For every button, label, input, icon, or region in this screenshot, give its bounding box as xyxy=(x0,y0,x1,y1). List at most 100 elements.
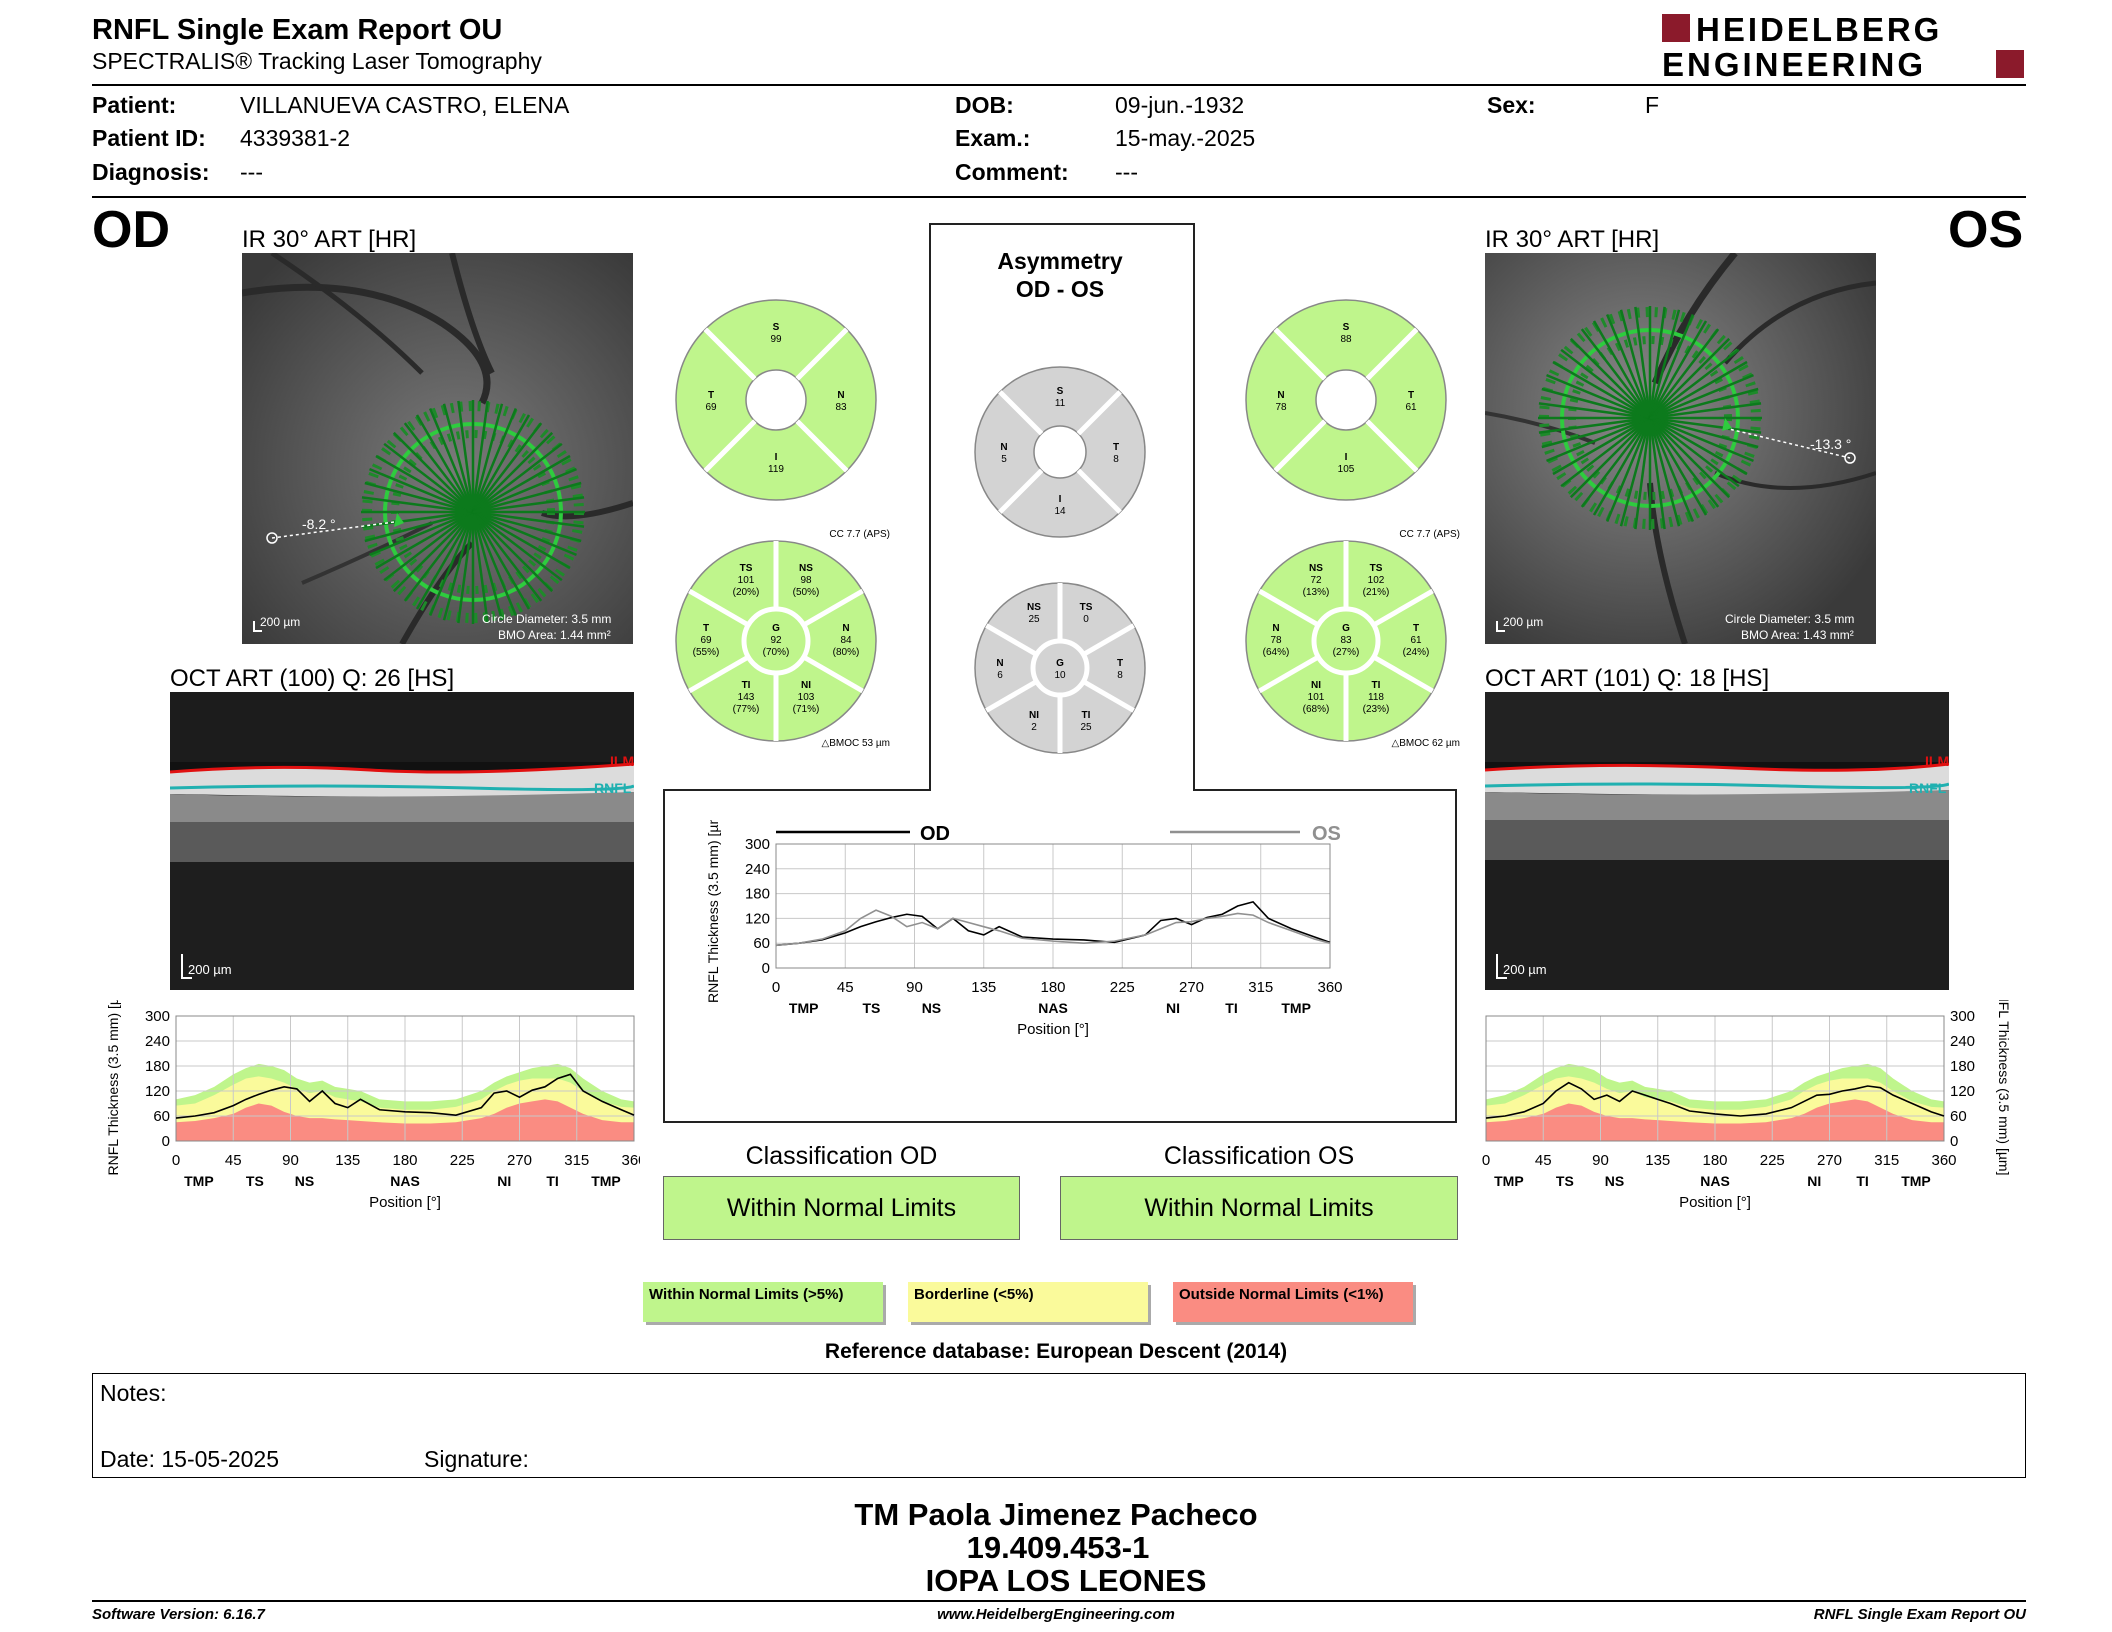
sector-label: TMP xyxy=(184,1173,214,1189)
y-tick-label: 120 xyxy=(1950,1083,1975,1100)
exam-value: 15-may.-2025 xyxy=(1115,125,1256,151)
y-tick-label: 60 xyxy=(153,1108,170,1125)
y-tick-label: 60 xyxy=(1950,1108,1967,1125)
svg-text:I: I xyxy=(1345,452,1348,463)
legend-os-label: OS xyxy=(1312,823,1341,845)
svg-text:69: 69 xyxy=(700,635,712,646)
od-oct-title: OCT ART (100) Q: 26 [HS] xyxy=(170,665,455,692)
svg-text:N: N xyxy=(1000,442,1007,453)
y-tick-label: 120 xyxy=(145,1083,170,1100)
sex-value: F xyxy=(1645,92,1660,118)
plot-frame xyxy=(1485,1015,1945,1142)
svg-text:(68%): (68%) xyxy=(1303,704,1330,715)
comment-label: Comment: xyxy=(955,159,1069,185)
svg-text:S: S xyxy=(1057,386,1064,397)
reference-database: Reference database: European Descent (20… xyxy=(824,1340,1288,1363)
plot-frame xyxy=(175,1015,635,1142)
svg-text:G: G xyxy=(1342,623,1350,634)
svg-text:TI: TI xyxy=(1082,710,1091,721)
x-tick-label: 180 xyxy=(392,1152,417,1169)
report-title: RNFL Single Exam Report OU xyxy=(92,14,503,46)
svg-text:NS: NS xyxy=(1309,563,1323,574)
svg-text:S: S xyxy=(773,322,780,333)
svg-text:T: T xyxy=(1113,442,1119,453)
x-tick-label: 180 xyxy=(1702,1152,1727,1169)
svg-text:(80%): (80%) xyxy=(833,647,860,658)
svg-text:10: 10 xyxy=(1054,670,1066,681)
y-tick-label: 0 xyxy=(762,960,770,977)
os-ir-title: IR 30° ART [HR] xyxy=(1485,226,1660,253)
svg-text:(55%): (55%) xyxy=(693,647,720,658)
svg-text:NI: NI xyxy=(1311,680,1321,691)
svg-text:TI: TI xyxy=(742,680,751,691)
sector-label: NS xyxy=(922,1000,941,1016)
x-tick-label: 45 xyxy=(837,979,854,996)
sector-label: TMP xyxy=(1281,1000,1311,1016)
svg-text:5: 5 xyxy=(1001,454,1007,465)
svg-text:(77%): (77%) xyxy=(733,704,760,715)
svg-text:102: 102 xyxy=(1368,575,1385,586)
svg-text:(27%): (27%) xyxy=(1333,647,1360,658)
svg-text:T: T xyxy=(1408,390,1414,401)
od-oct-image: ILM RNFL 200 µm xyxy=(170,692,634,990)
heidelberg-logo: HEIDELBERG ENGINEERING xyxy=(1660,11,2026,83)
svg-text:T: T xyxy=(1117,658,1123,669)
y-tick-label: 60 xyxy=(753,935,770,952)
patient-id: 4339381-2 xyxy=(240,125,350,151)
os-rnfl-label: RNFL xyxy=(1909,780,1947,796)
od-rnfl-label: RNFL xyxy=(594,780,632,796)
x-axis-label: Position [°] xyxy=(1017,1021,1089,1038)
x-tick-label: 45 xyxy=(1535,1152,1552,1169)
od-fundus-image: -8.2 ° Circle Diameter: 3.5 mm BMO Area:… xyxy=(242,253,633,644)
svg-text:(50%): (50%) xyxy=(793,587,820,598)
y-tick-label: 0 xyxy=(1950,1133,1958,1150)
x-tick-label: 0 xyxy=(1482,1152,1490,1169)
svg-text:(70%): (70%) xyxy=(763,647,790,658)
signer-institution: IOPA LOS LEONES xyxy=(925,1563,1207,1598)
y-tick-label: 180 xyxy=(1950,1058,1975,1075)
signer-rut: 19.409.453-1 xyxy=(966,1530,1150,1565)
os-ilm-label: ILM xyxy=(1925,753,1949,769)
sector-label: TI xyxy=(1225,1000,1237,1016)
svg-text:99: 99 xyxy=(770,334,782,345)
dob-value: 09-jun.-1932 xyxy=(1115,92,1245,118)
svg-text:T: T xyxy=(708,390,714,401)
od-eye-label: OD xyxy=(92,201,170,259)
svg-text:(23%): (23%) xyxy=(1363,704,1390,715)
svg-text:G: G xyxy=(772,623,780,634)
y-tick-label: 300 xyxy=(1950,1008,1975,1025)
sector-label: TI xyxy=(1856,1173,1868,1189)
sector-label: TMP xyxy=(789,1000,819,1016)
svg-text:103: 103 xyxy=(798,692,815,703)
y-axis-label: RNFL Thickness (3.5 mm) [µm] xyxy=(1996,1000,2012,1175)
notes-box[interactable]: Notes: Date: 15-05-2025 Signature: xyxy=(92,1373,2026,1478)
x-tick-label: 225 xyxy=(450,1152,475,1169)
svg-text:(21%): (21%) xyxy=(1363,587,1390,598)
od-bmo-label: △BMOC 53 µm xyxy=(822,738,890,749)
svg-text:I: I xyxy=(1059,494,1062,505)
x-tick-label: 90 xyxy=(1592,1152,1609,1169)
svg-text:118: 118 xyxy=(1368,692,1384,703)
svg-text:84: 84 xyxy=(840,635,852,646)
legend-wnl: Within Normal Limits (>5%) xyxy=(643,1282,883,1322)
logo-bottom-text: ENGINEERING xyxy=(1662,46,1926,80)
od-oct-scale: 200 µm xyxy=(188,962,232,977)
dob-label: DOB: xyxy=(955,92,1014,118)
svg-text:88: 88 xyxy=(1340,334,1352,345)
footer-website[interactable]: www.HeidelbergEngineering.com xyxy=(937,1606,1175,1623)
svg-text:92: 92 xyxy=(770,635,782,646)
sector-label: NAS xyxy=(1700,1173,1730,1189)
svg-text:N: N xyxy=(1272,623,1279,634)
x-tick-label: 315 xyxy=(1248,979,1273,996)
od-classification-result: Within Normal Limits xyxy=(663,1176,1020,1240)
y-tick-label: 0 xyxy=(162,1133,170,1150)
svg-text:78: 78 xyxy=(1275,402,1287,413)
signer-name: TM Paola Jimenez Pacheco xyxy=(854,1497,1258,1532)
os-oct-title: OCT ART (101) Q: 18 [HS] xyxy=(1485,665,1770,692)
os-fundus-image: -13.3 ° Circle Diameter: 3.5 mm BMO Area… xyxy=(1485,253,1876,644)
svg-text:(64%): (64%) xyxy=(1263,647,1290,658)
os-classification-result: Within Normal Limits xyxy=(1060,1176,1458,1240)
y-tick-label: 120 xyxy=(745,910,770,927)
y-tick-label: 300 xyxy=(145,1008,170,1025)
